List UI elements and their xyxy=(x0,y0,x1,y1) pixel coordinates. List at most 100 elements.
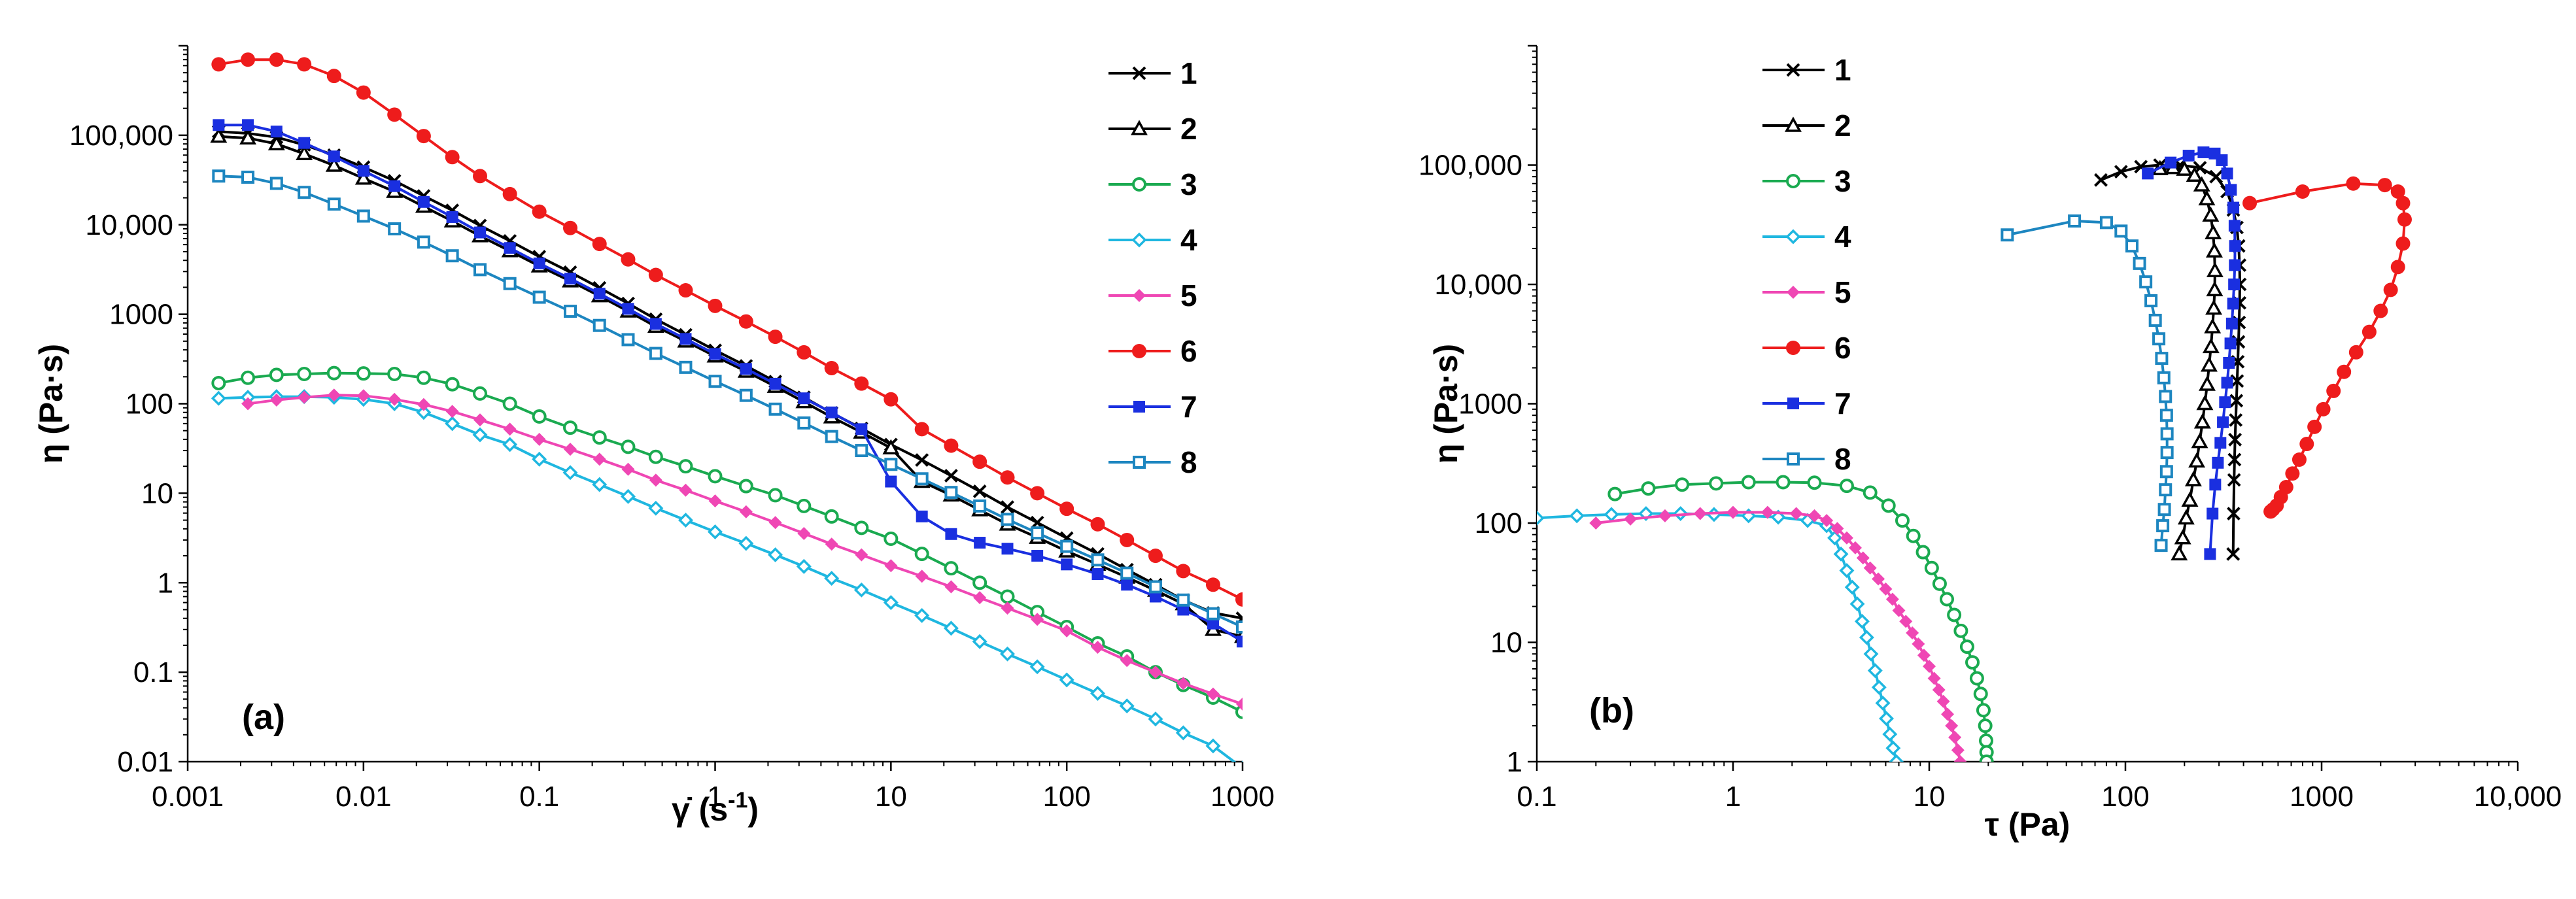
series-8-point xyxy=(1236,620,1243,634)
series-1-point xyxy=(2227,452,2242,467)
series-6-point xyxy=(648,267,663,282)
y-axis-title: η (Pa·s) xyxy=(33,344,69,464)
series-7-point xyxy=(474,226,487,239)
series-5-point xyxy=(564,443,577,456)
series-4-point xyxy=(1867,663,1883,679)
series-3-point xyxy=(473,386,488,401)
series-4-point xyxy=(1875,695,1891,711)
series-3-point xyxy=(914,547,929,562)
series-4-point xyxy=(1000,646,1015,662)
series-7-point xyxy=(213,119,225,131)
legend-label: 5 xyxy=(1834,275,1851,309)
series-7 xyxy=(2142,146,2241,560)
series-3-point xyxy=(678,459,693,474)
series-2-point xyxy=(325,156,343,172)
series-5-point xyxy=(1899,615,1913,628)
series-7 xyxy=(213,119,1243,648)
series-5-point xyxy=(1808,509,1821,522)
series-4-point xyxy=(768,547,783,563)
series-1-point xyxy=(2094,173,2108,187)
series-8-point xyxy=(2068,214,2082,228)
series-6-point xyxy=(2326,383,2341,398)
series-8-point xyxy=(564,305,577,318)
series-8-point xyxy=(2001,228,2014,242)
series-5-point xyxy=(1872,572,1885,586)
series-3-point xyxy=(1881,498,1896,513)
series-3-point xyxy=(416,370,431,385)
series-3-point xyxy=(326,365,341,381)
series-7-point xyxy=(825,406,838,418)
series-7-point xyxy=(2229,240,2241,252)
y-tick-label: 100 xyxy=(126,388,173,420)
series-6-point xyxy=(621,252,636,267)
series-7-point xyxy=(1237,636,1243,648)
x-tick-label: 1000 xyxy=(1211,781,1275,813)
legend-label: 1 xyxy=(1180,56,1197,90)
series-8-point xyxy=(445,249,459,263)
legend-item-4: 4 xyxy=(1762,220,1851,254)
series-5-point xyxy=(1658,509,1672,522)
series-2-point xyxy=(2184,471,2202,486)
y-tick-label: 10 xyxy=(141,477,173,509)
series-3-point xyxy=(532,409,547,424)
series-4-point xyxy=(211,390,226,406)
legend-marker xyxy=(1132,66,1146,80)
series-5-point xyxy=(1923,660,1936,673)
series-7-point xyxy=(2216,154,2228,166)
series-7-point xyxy=(740,363,752,375)
series-8-point xyxy=(915,472,929,486)
legend-label: 2 xyxy=(1834,109,1851,143)
series-7-point xyxy=(1061,558,1073,571)
series-3-point xyxy=(297,366,312,381)
y-tick-label: 1000 xyxy=(1458,388,1522,420)
series-5-point xyxy=(1863,561,1877,575)
x-tick-label: 10 xyxy=(1914,781,1946,813)
series-5-point xyxy=(649,473,662,487)
series-5-point xyxy=(269,393,283,407)
series-3-point xyxy=(1641,481,1656,496)
series-6-point xyxy=(473,169,488,184)
legend-marker xyxy=(1131,232,1147,248)
series-5-point xyxy=(473,413,487,427)
series-5-point xyxy=(1001,602,1014,615)
series-4-point xyxy=(1148,711,1163,727)
x-axis-unit-exponent: -1 xyxy=(728,788,747,813)
series-2-point xyxy=(882,439,900,454)
legend-label: 6 xyxy=(1834,331,1851,365)
series-5-point xyxy=(1589,517,1603,530)
series-6-point xyxy=(2316,401,2331,416)
series-6-point xyxy=(563,220,578,235)
legend-item-4: 4 xyxy=(1108,223,1197,257)
series-5-point xyxy=(1840,531,1853,545)
series-3-point xyxy=(648,449,663,464)
series-3-point xyxy=(1000,589,1015,604)
series-7-point xyxy=(1031,550,1044,562)
series-7-point xyxy=(709,348,721,360)
series-5-point xyxy=(825,537,838,551)
x-axis-title: γ̇ (s-1) xyxy=(672,788,759,828)
series-7-point xyxy=(388,180,401,192)
series-1-point xyxy=(944,469,958,483)
series-2-point xyxy=(2205,299,2223,315)
series-3-point xyxy=(1965,655,1980,670)
series-2-point xyxy=(2191,433,2208,449)
series-8-point xyxy=(2160,427,2174,441)
series-8-point xyxy=(825,430,838,443)
x-axis-symbol: γ̇ xyxy=(672,791,699,828)
legend: 1 2 3 4 5 6 7 8 xyxy=(1108,56,1197,479)
series-5-point xyxy=(1031,613,1044,626)
x-tick-label: 0.1 xyxy=(1517,781,1556,813)
series-1-point xyxy=(915,453,929,467)
series-3-point xyxy=(1807,475,1822,490)
series-8-point xyxy=(855,444,868,458)
series-7-point xyxy=(1149,590,1161,603)
series-7-point xyxy=(328,150,340,163)
series-3-point xyxy=(1953,623,1968,638)
series-3-point xyxy=(621,439,636,454)
series-7-point xyxy=(2225,184,2237,196)
series-4-point xyxy=(738,535,754,551)
series-5-point xyxy=(1892,603,1906,617)
series-5-point xyxy=(1936,694,1950,708)
series-4-point xyxy=(678,513,693,528)
series-7-point xyxy=(885,475,897,488)
